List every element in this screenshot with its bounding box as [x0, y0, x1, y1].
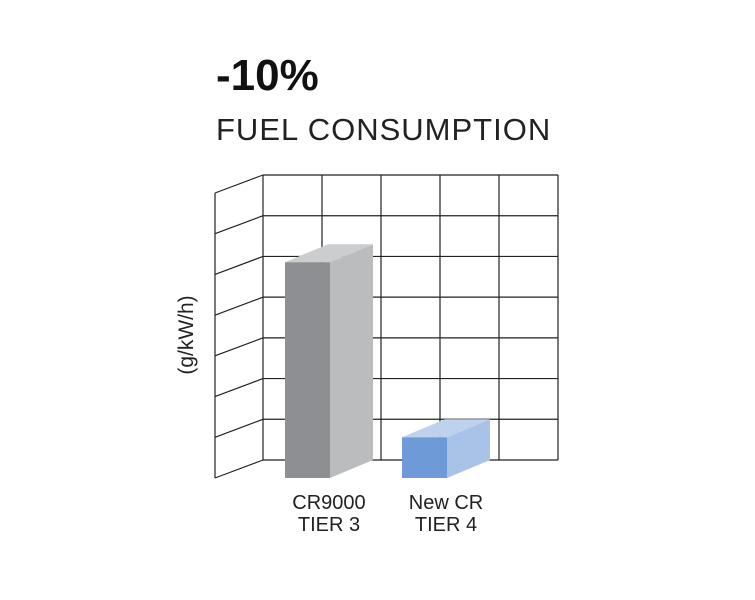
bar-front: [285, 262, 330, 478]
bar-top: [402, 419, 490, 438]
bar-top: [285, 244, 373, 263]
bar: [285, 244, 373, 478]
side-grid-line: [214, 418, 264, 438]
side-grid-line: [214, 174, 264, 194]
side-grid-line: [214, 459, 264, 479]
bar-side: [330, 244, 373, 478]
y-axis-label: (g/kW/h): [175, 295, 198, 374]
side-grid-line: [214, 378, 264, 398]
bar-side: [447, 419, 490, 478]
category-label: New CR TIER 4: [408, 492, 484, 536]
side-grid-line: [214, 215, 264, 235]
chart-subtitle: FUEL CONSUMPTION: [216, 112, 551, 147]
side-grid-line: [214, 255, 264, 275]
bar: [402, 419, 490, 478]
side-grid-line: [214, 337, 264, 357]
chart-title: -10%: [216, 51, 319, 100]
side-grid-line: [214, 296, 264, 316]
category-label: CR9000 TIER 3: [292, 492, 366, 536]
bar-front: [402, 437, 447, 478]
